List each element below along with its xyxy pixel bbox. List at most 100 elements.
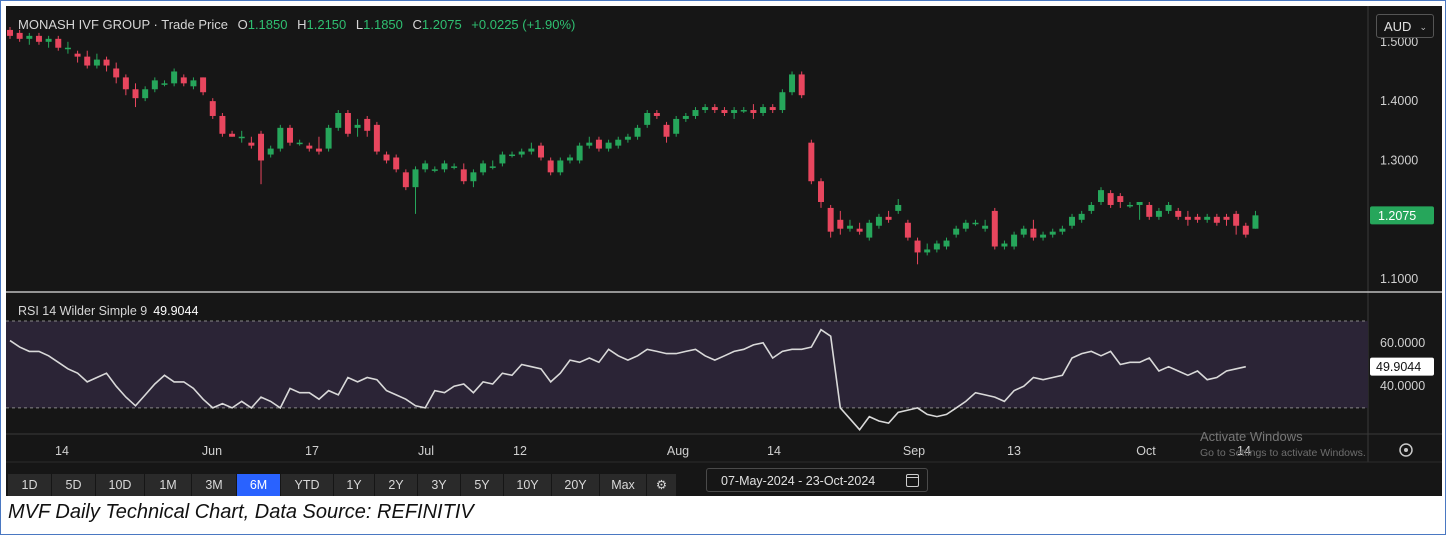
timeframe-button-5d[interactable]: 5D — [52, 474, 96, 496]
candle-body — [499, 154, 506, 164]
candle-body — [1175, 210, 1182, 217]
open-value: 1.1850 — [247, 17, 288, 32]
timeframe-button-10d[interactable]: 10D — [96, 474, 145, 496]
candle-body — [1252, 215, 1259, 229]
candle-body — [518, 151, 525, 155]
timeframe-button-3m[interactable]: 3M — [192, 474, 237, 496]
candle-body — [103, 59, 110, 66]
calendar-icon[interactable] — [906, 474, 919, 487]
candle-body — [1030, 228, 1037, 238]
rsi-axis-tick: 40.0000 — [1380, 379, 1425, 393]
candle-body — [1184, 216, 1191, 220]
candle-body — [277, 127, 284, 149]
candle-body — [373, 124, 380, 152]
chart-panel[interactable]: 1.50001.40001.30001.20001.100060.000040.… — [6, 6, 1442, 496]
gear-icon[interactable] — [1399, 443, 1413, 457]
candle-body — [1204, 216, 1211, 220]
candle-body — [634, 127, 641, 137]
timeframe-button-20y[interactable]: 20Y — [552, 474, 600, 496]
candle-body — [702, 107, 709, 111]
time-axis-tick: 14 — [1237, 444, 1251, 458]
candle-body — [509, 154, 516, 157]
candle-body — [93, 59, 100, 66]
candle-body — [818, 181, 824, 202]
timeframe-button-10y[interactable]: 10Y — [504, 474, 552, 496]
candle-body — [84, 56, 91, 66]
candle-body — [258, 133, 265, 161]
candle-body — [557, 160, 564, 173]
candle-body — [16, 32, 23, 39]
candle-body — [1097, 190, 1104, 202]
candle-body — [1001, 243, 1008, 247]
price-axis-tick: 1.4000 — [1380, 94, 1418, 108]
candle-body — [895, 204, 902, 211]
candle-body — [1242, 225, 1249, 235]
time-axis-tick: Sep — [903, 444, 925, 458]
close-value: 1.2075 — [421, 17, 462, 32]
change-value: +0.0225 (+1.90%) — [471, 17, 576, 32]
timeframe-button-2y[interactable]: 2Y — [375, 474, 418, 496]
candle-body — [412, 169, 419, 188]
candle-body — [827, 207, 834, 232]
candle-body — [924, 249, 931, 253]
candle-body — [219, 115, 226, 134]
candle-body — [315, 148, 322, 152]
candle-body — [605, 142, 612, 149]
candle-body — [460, 169, 467, 182]
candle-body — [1107, 193, 1114, 205]
timeframe-button-1d[interactable]: 1D — [8, 474, 52, 496]
timeframe-button-max[interactable]: Max — [600, 474, 647, 496]
candle-body — [209, 101, 216, 116]
candle-body — [982, 225, 989, 229]
candle-body — [402, 172, 409, 188]
candle-body — [653, 113, 660, 116]
candle-body — [1223, 216, 1230, 220]
candle-body — [711, 107, 718, 111]
candle-body — [962, 222, 969, 229]
candle-body — [760, 107, 767, 113]
timeframe-button-6m[interactable]: 6M — [237, 474, 281, 496]
candle-body — [789, 74, 796, 93]
candle-body — [451, 166, 458, 168]
candle-body — [190, 80, 197, 87]
candle-body — [142, 89, 149, 99]
candle-body — [682, 115, 689, 119]
candle-body — [779, 92, 786, 111]
candle-body — [55, 38, 62, 48]
candle-body — [132, 89, 139, 99]
candle-body — [933, 243, 940, 250]
candle-body — [576, 145, 583, 161]
price-axis-tick: 1.3000 — [1380, 153, 1418, 167]
candle-body — [113, 68, 120, 78]
timeframe-button-5y[interactable]: 5Y — [461, 474, 504, 496]
candle-body — [663, 124, 670, 137]
last-price-tag-bg — [1370, 206, 1434, 225]
gear-icon-center — [1404, 448, 1408, 452]
candle-body — [296, 142, 303, 145]
candle-body — [1213, 216, 1220, 223]
time-axis-tick: 12 — [513, 444, 527, 458]
timeframe-settings-icon[interactable]: ⚙ — [647, 474, 677, 496]
candle-body — [798, 74, 805, 96]
date-range-text: 07-May-2024 - 23-Oct-2024 — [721, 474, 876, 488]
currency-select[interactable]: AUD ⌄ — [1376, 14, 1434, 38]
rsi-band — [6, 321, 1368, 408]
candle-body — [248, 142, 255, 146]
timeframe-button-ytd[interactable]: YTD — [281, 474, 334, 496]
timeframe-button-3y[interactable]: 3Y — [418, 474, 461, 496]
candle-body — [1059, 228, 1066, 232]
candle-body — [731, 110, 738, 113]
open-key: O — [237, 17, 248, 32]
time-axis-tick: Aug — [667, 444, 689, 458]
date-range-picker[interactable]: 07-May-2024 - 23-Oct-2024 — [706, 468, 928, 492]
figure-caption: MVF Daily Technical Chart, Data Source: … — [8, 501, 474, 523]
timeframe-button-1y[interactable]: 1Y — [334, 474, 375, 496]
candle-body — [586, 142, 593, 146]
rsi-line — [9, 328, 1246, 431]
candle-body — [1165, 204, 1172, 211]
rsi-tag-bg — [1370, 357, 1434, 376]
timeframe-button-1m[interactable]: 1M — [145, 474, 192, 496]
chart-canvas[interactable]: 1.50001.40001.30001.20001.100060.000040.… — [6, 6, 1442, 496]
candle-body — [1126, 204, 1133, 207]
